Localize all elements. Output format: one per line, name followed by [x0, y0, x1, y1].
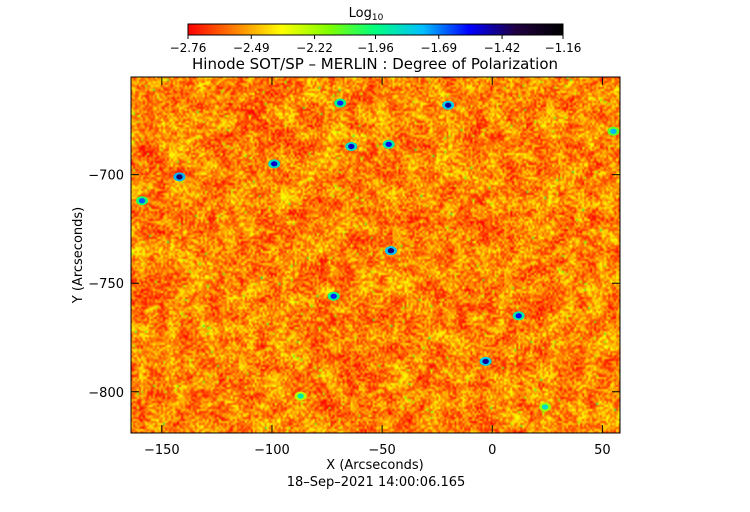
colorbar-tick-label: −2.49	[233, 41, 270, 55]
heatmap-image	[131, 77, 620, 433]
feature-core	[385, 141, 392, 147]
feature-core	[482, 358, 489, 364]
colorbar-tick-label: −1.42	[484, 41, 521, 55]
feature-core	[330, 293, 337, 299]
y-tick-label: −750	[88, 277, 124, 292]
y-tick-label: −800	[88, 386, 124, 401]
colorbar-label: Log10	[349, 6, 384, 23]
colorbar-tick-label: −1.69	[420, 41, 457, 55]
feature-core	[337, 100, 344, 106]
colorbar-tick-label: −1.16	[545, 41, 582, 55]
plot-area	[131, 77, 620, 433]
feature-core	[270, 161, 278, 167]
colorbar-tick-label: −2.76	[170, 41, 207, 55]
colorbar-label-subscript: 10	[372, 13, 384, 23]
y-axis-ticks: −700 −750 −800	[88, 169, 620, 401]
feature-core	[541, 404, 549, 410]
polarization-features	[136, 98, 620, 412]
feature-core	[515, 313, 522, 319]
feature-core	[444, 102, 452, 108]
timestamp: 18–Sep–2021 14:00:06.165	[287, 475, 466, 490]
x-tick-label: 0	[488, 443, 496, 458]
y-tick-label: −700	[88, 169, 124, 184]
colorbar-ticks: −2.76 −2.49 −2.22 −1.96 −1.69 −1.42 −1.16	[170, 35, 582, 55]
x-tick-label: −150	[144, 443, 180, 458]
chart-title: Hinode SOT/SP – MERLIN : Degree of Polar…	[192, 55, 558, 73]
colorbar-label-base: Log	[349, 6, 372, 21]
x-tick-label: 50	[594, 443, 611, 458]
y-axis-label: Y (Arcseconds)	[71, 207, 86, 304]
x-tick-label: −100	[254, 443, 290, 458]
x-axis-ticks: −150 −100 −50 0 50	[144, 77, 611, 458]
feature-core	[387, 248, 395, 254]
feature-core	[348, 143, 355, 150]
x-axis-label: X (Arcseconds)	[326, 458, 423, 473]
feature-core	[297, 393, 304, 399]
plot-frame	[130, 76, 621, 434]
colorbar	[187, 23, 564, 36]
colorbar-tick-label: −2.22	[296, 41, 333, 55]
x-tick-label: −50	[368, 443, 395, 458]
feature-core	[610, 128, 617, 134]
feature-core	[138, 198, 146, 204]
feature-core	[176, 174, 183, 180]
colorbar-tick-label: −1.96	[357, 41, 394, 55]
